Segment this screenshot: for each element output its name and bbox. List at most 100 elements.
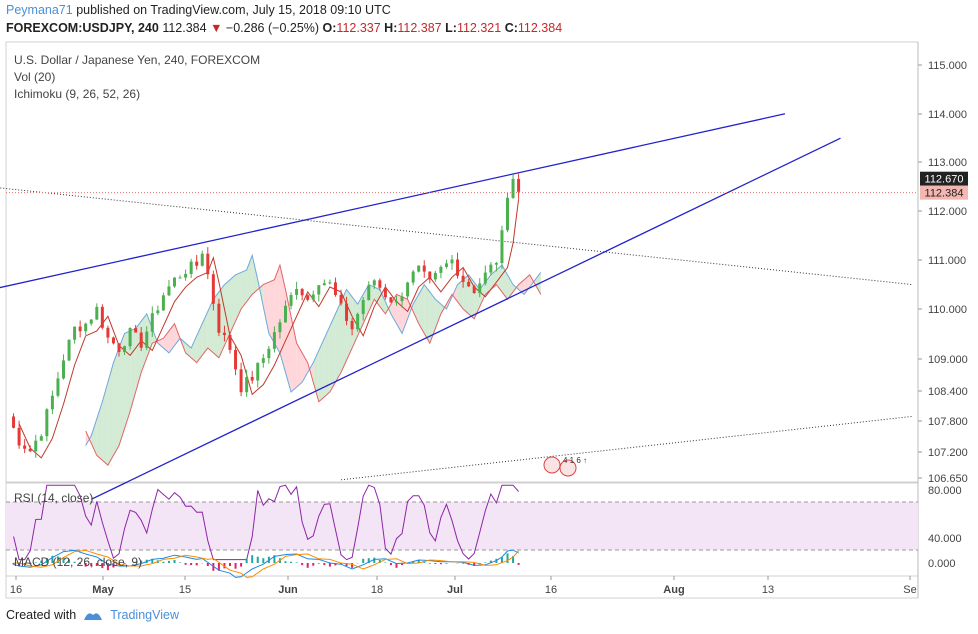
candle-body [89,319,93,324]
cloud-segment [318,338,325,402]
macd-histogram-bar [362,558,365,563]
candle-body [267,348,271,359]
macd-histogram-bar [273,555,276,563]
macd-histogram-bar [167,560,170,563]
macd-histogram-bar [312,563,315,566]
macd-histogram-bar [445,563,448,564]
macd-histogram-bar [417,560,420,563]
macd-histogram-bar [45,558,48,563]
candle-body [239,369,243,393]
candle-body [17,427,21,446]
cloud-segment [429,291,436,344]
candle-body [406,282,410,297]
economic-events-icon[interactable]: 4 1 6 ↑ [543,456,587,477]
candle-body [478,283,482,293]
cloud-segment [207,299,214,353]
candle-body [200,253,204,266]
macd-histogram-bar [351,563,354,568]
macd-histogram-bar [489,560,492,563]
macd-histogram-bar [106,563,109,571]
open-label: O: [322,21,337,35]
candle-body [494,263,498,265]
tradingview-link[interactable]: TradingView [110,608,179,622]
cloud-segment [418,284,425,334]
author-link[interactable]: Peymana71 [6,3,73,17]
low-value: 112.321 [456,21,502,35]
candle-body [328,282,332,284]
dotted-ascending-trendline [340,415,913,481]
candle-body [128,328,132,347]
macd-histogram-bar [262,558,265,563]
macd-histogram-bar [18,563,21,566]
candle-body [289,294,293,306]
candle-body [139,332,143,348]
last-price: 112.384 [162,21,207,35]
candle-body [389,297,393,303]
macd-histogram-bar [401,563,404,566]
candle-body [95,306,99,320]
macd-histogram-bar [68,559,71,563]
macd-histogram-bar [162,561,165,563]
candle-body [145,331,149,348]
cloud-segment [457,279,464,309]
candle-body [206,253,210,275]
candle-body [483,272,487,284]
candle-body [34,440,38,452]
macd-histogram-bar [345,563,348,566]
current-price-tag-text: 112.384 [925,188,964,200]
cloud-segment [124,330,131,429]
price-axis: 115.000 114.000 113.000 112.000 111.000 110.0… [918,60,968,485]
macd-histogram-bar [40,560,43,563]
cloud-segment [157,338,164,349]
time-tick-label: Jul [447,584,463,596]
cloud-segment [191,335,197,363]
macd-histogram-bar [473,563,476,566]
candle-body [361,299,365,314]
macd-histogram-bar [284,561,287,563]
cloud-segment [268,279,275,344]
price-tick-label: 109.000 [928,354,968,366]
candle-body [195,261,199,266]
macd-histogram-bar [217,563,220,571]
publish-info: Peymana71 published on TradingView.com, … [6,3,391,17]
candle-body [134,328,138,333]
price-tick-label: 110.000 [928,304,967,316]
macd-histogram-bar [56,556,59,563]
macd-histogram-bar [84,563,87,567]
candle-body [333,282,337,296]
candle-body [67,339,71,361]
candle-body [317,285,321,295]
candle-body [111,337,115,344]
macd-histogram-bar [317,563,320,564]
price-tick-label: 111.000 [928,255,966,267]
candle-body [356,313,360,330]
macd-histogram-bar [240,563,243,567]
macd-histogram-bar [295,562,298,563]
candle-body [167,286,171,296]
candle-body [433,272,437,280]
macd-histogram-bar [29,563,32,565]
candle-body [234,349,238,370]
rsi-plot: 80.000 40.000 [6,484,962,561]
candle-body [428,271,432,280]
candle-body [295,289,299,295]
candle-body [339,295,343,304]
macd-histogram-bar [290,561,293,563]
cloud-segment [374,287,380,307]
candle-body [322,283,326,286]
macd-histogram-bar [229,563,231,566]
macd-histogram-bar [179,562,182,563]
cloud-segment [296,343,303,388]
ichimoku-cloud [18,199,542,466]
candle-body [467,281,471,287]
open-value: 112.337 [336,21,381,35]
time-tick-label: 16 [10,584,22,596]
macd-histogram-bar [90,563,93,567]
price-tick-label: 108.400 [928,386,968,398]
cloud-segment [241,269,247,309]
upper-channel-trendline [0,113,786,289]
price-tick-label: 112.000 [928,206,967,218]
candle-body [78,326,82,332]
cloud-segment [324,326,330,397]
